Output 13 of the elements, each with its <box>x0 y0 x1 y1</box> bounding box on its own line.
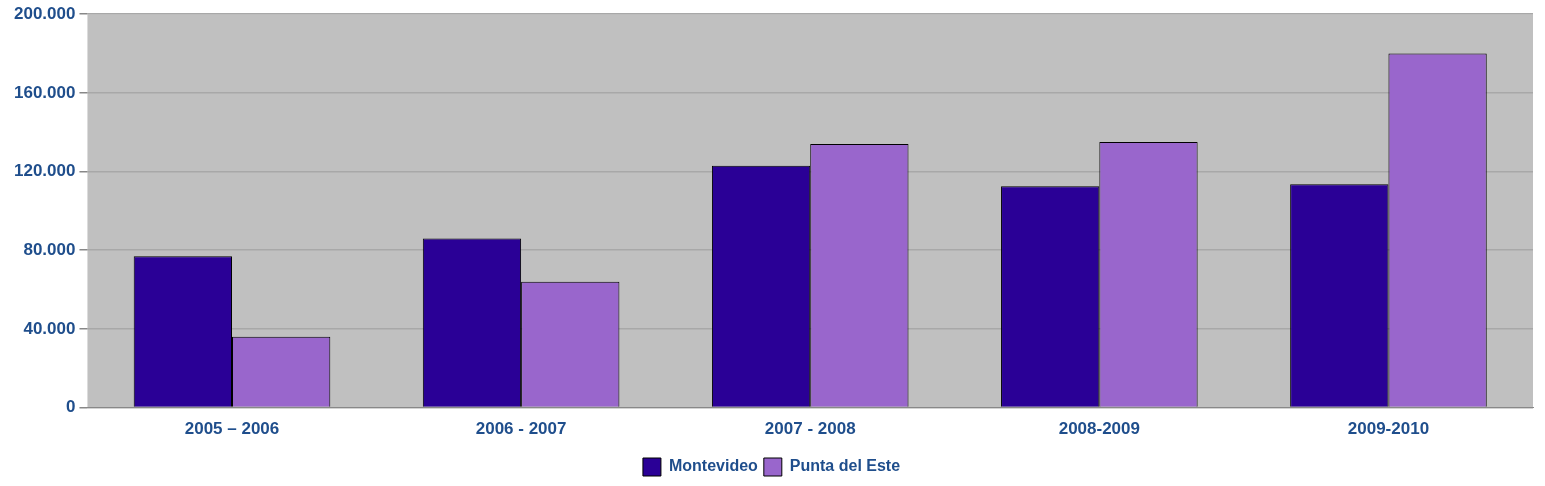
y-tick-label: 40.000 <box>23 318 76 338</box>
x-tick-label: 2005 – 2006 <box>184 419 280 439</box>
y-tick-label: 160.000 <box>14 82 76 102</box>
y-tick-label: 0 <box>65 397 76 417</box>
y-tick-label: 80.000 <box>23 239 76 259</box>
x-tick-label: 2007 - 2008 <box>764 419 856 439</box>
legend-label: Montevideo <box>668 457 759 475</box>
legend-label: Punta del Este <box>789 457 901 475</box>
y-tick-label: 200.000 <box>14 3 76 23</box>
y-tick-label: 120.000 <box>14 161 76 181</box>
x-tick-label: 2009-2010 <box>1347 419 1430 439</box>
x-tick-label: 2008-2009 <box>1058 419 1140 439</box>
x-tick-label: 2006 - 2007 <box>475 419 567 439</box>
